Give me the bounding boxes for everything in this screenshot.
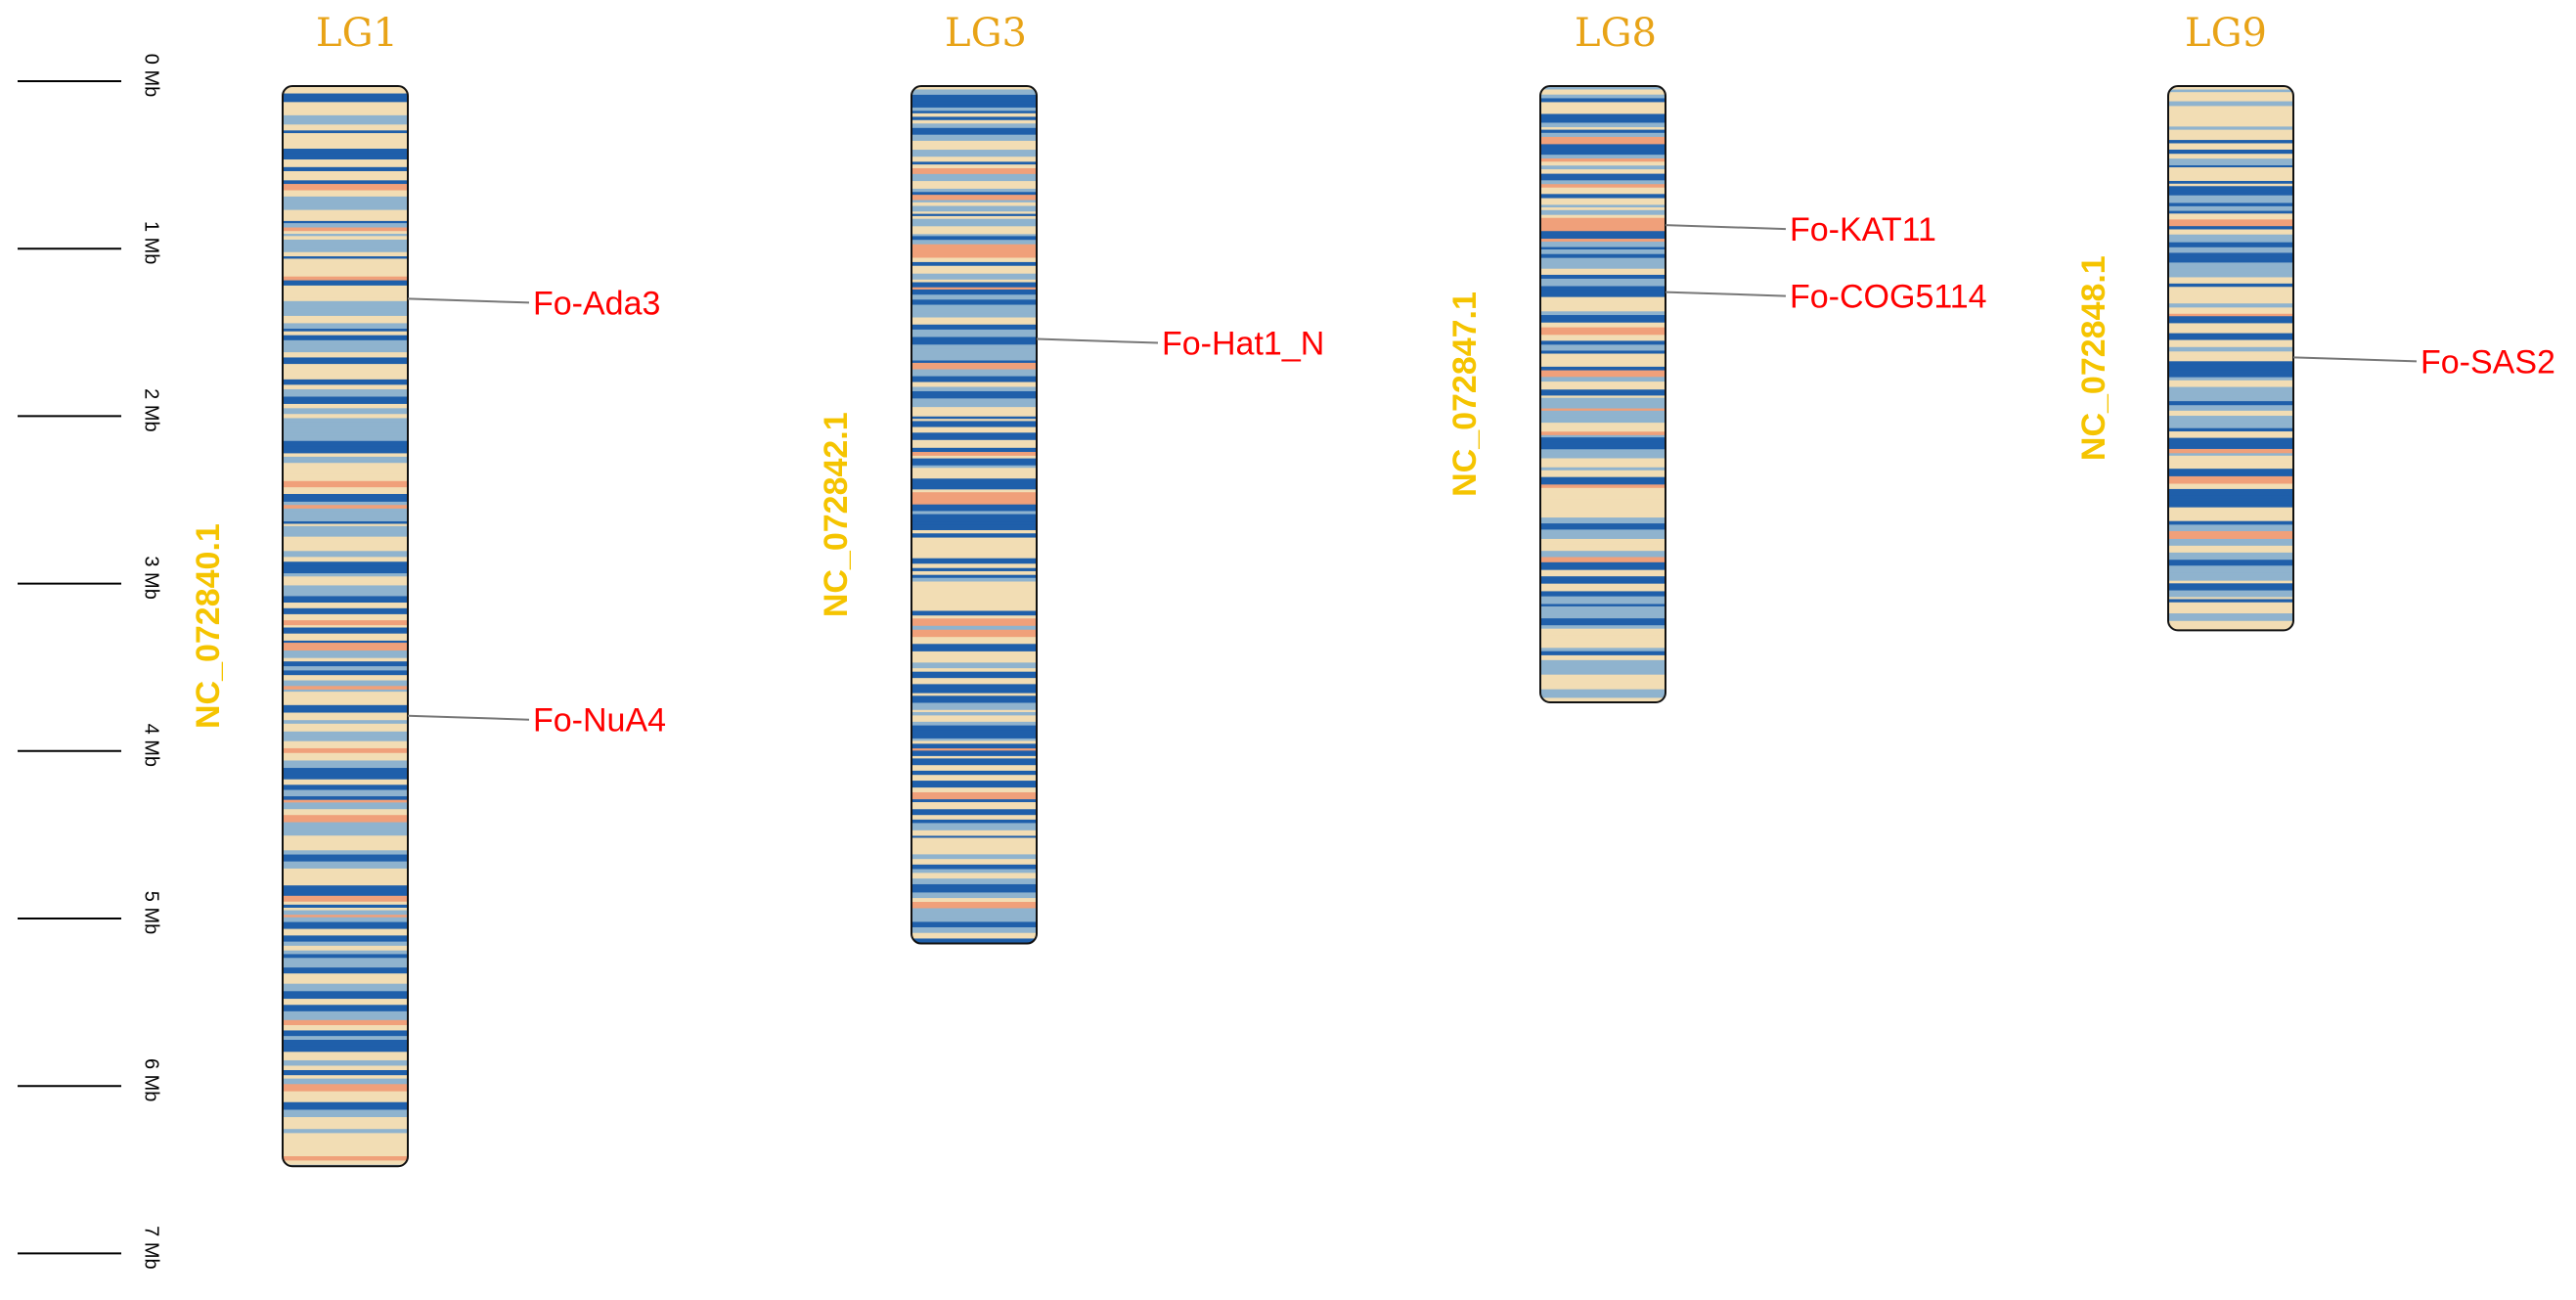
linkage-group-title: LG9	[2185, 11, 2267, 56]
scale-tick-label: 5 Mb	[141, 891, 162, 934]
gene-label: Fo-Ada3	[533, 285, 660, 322]
chromosome-group: LG1 NC_072840.1 Fo-Ada3 Fo-NuA4 LG3 NC_072842…	[190, 11, 2555, 1168]
chromosome-lg3: LG3 NC_072842.1 Fo-Hat1_N	[818, 11, 1324, 945]
chromosome-outline	[1539, 85, 1666, 704]
gene-leader-line	[1665, 291, 1787, 297]
density-stripes	[911, 86, 1037, 944]
density-stripes	[1540, 86, 1666, 703]
scale-tick-label: 7 Mb	[141, 1226, 162, 1269]
scale-tick-label: 3 Mb	[141, 556, 162, 599]
gene-label: Fo-SAS2	[2421, 343, 2555, 381]
accession-label: NC_072847.1	[1446, 291, 1484, 497]
scale-tick-label: 0 Mb	[141, 54, 162, 97]
accession-label: NC_072840.1	[190, 523, 227, 729]
scale-tick-label: 4 Mb	[141, 724, 162, 767]
linkage-group-title: LG3	[945, 11, 1027, 56]
chromosome-outline	[282, 85, 409, 1168]
scale-tick-label: 6 Mb	[141, 1058, 162, 1101]
gene-leader-line	[1036, 337, 1159, 344]
gene-label: Fo-Hat1_N	[1162, 326, 1324, 363]
chromosome-lg1: LG1 NC_072840.1 Fo-Ada3 Fo-NuA4	[190, 11, 666, 1168]
accession-label: NC_072842.1	[818, 412, 855, 617]
gene-leader-line	[2292, 356, 2418, 363]
chromosome-lg9: LG9 NC_072848.1 Fo-SAS2	[2075, 11, 2555, 632]
gene-label: Fo-COG5114	[1790, 279, 1987, 316]
scale-tick-label: 1 Mb	[141, 221, 162, 264]
chromosome-outline	[910, 85, 1038, 945]
gene-label: Fo-KAT11	[1790, 211, 1936, 248]
gene-label: Fo-NuA4	[533, 702, 666, 740]
chromosome-lg8: LG8 NC_072847.1 Fo-KAT11 Fo-COG5114	[1446, 11, 1987, 704]
gene-leader-line	[407, 297, 530, 304]
scale-bar: 0 Mb 1 Mb 2 Mb 3 Mb 4 Mb 5 Mb 6 Mb 7 Mb	[18, 54, 162, 1270]
linkage-group-title: LG1	[316, 11, 398, 56]
gene-leader-line	[407, 714, 530, 721]
density-stripes	[283, 86, 408, 1167]
scale-tick-label: 2 Mb	[141, 388, 162, 431]
gene-leader-line	[1665, 224, 1787, 231]
accession-label: NC_072848.1	[2075, 255, 2112, 461]
density-stripes	[2168, 86, 2293, 631]
linkage-group-title: LG8	[1575, 11, 1657, 56]
